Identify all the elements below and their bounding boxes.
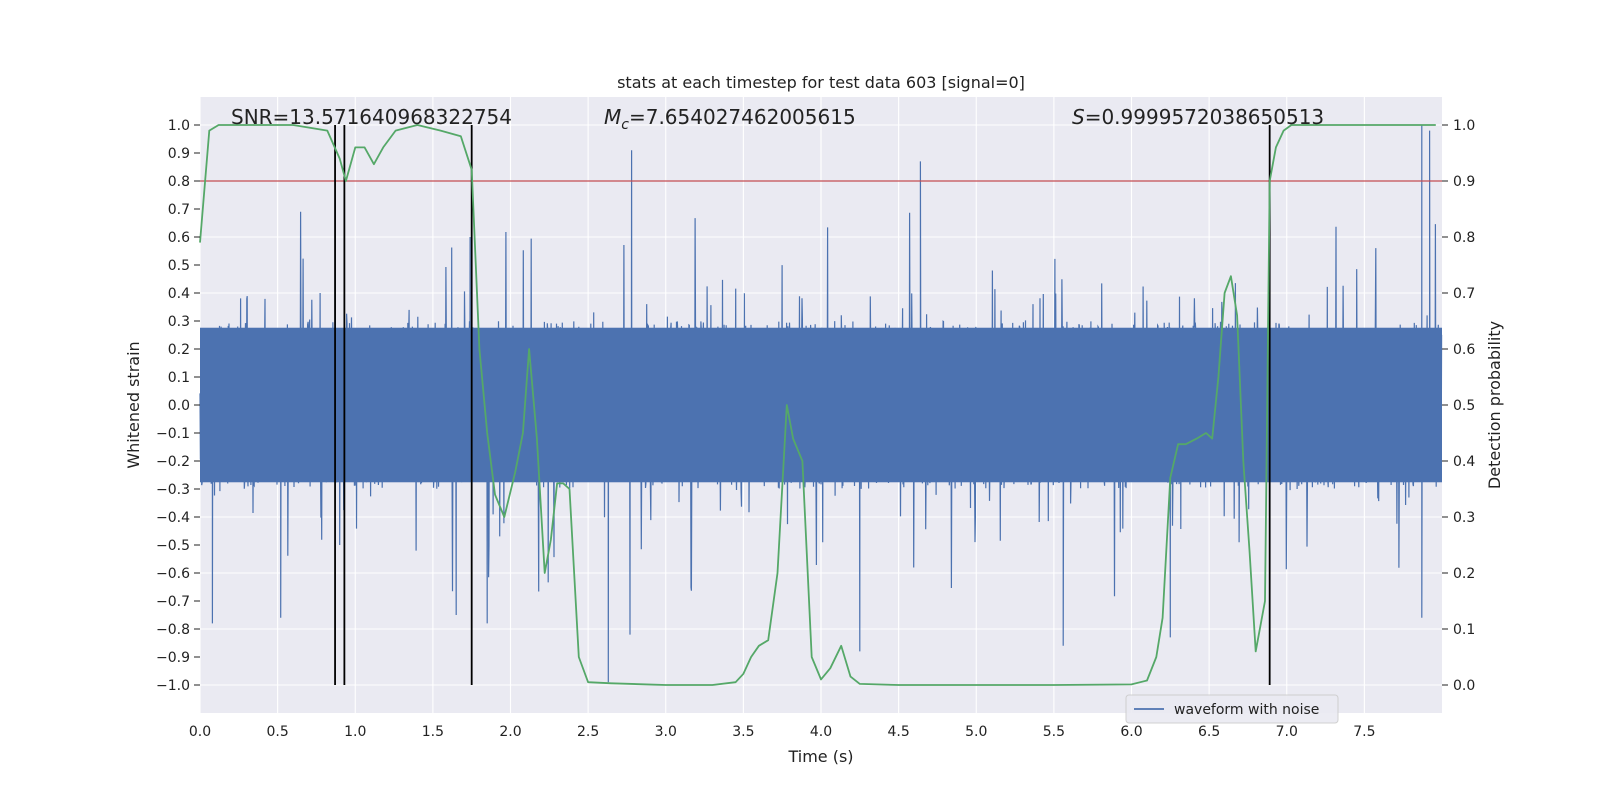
y-tick-label: 1.0 xyxy=(168,118,190,134)
y-tick-label: −1.0 xyxy=(156,678,190,694)
y-tick-label: 0.5 xyxy=(168,258,190,274)
x-tick-label: 3.0 xyxy=(655,724,677,740)
y-tick-label: 0.8 xyxy=(168,174,190,190)
y-tick-label: 0.7 xyxy=(168,202,190,218)
x-tick-label: 6.0 xyxy=(1120,724,1142,740)
waveform-series xyxy=(199,124,1443,683)
x-tick-label: 5.5 xyxy=(1043,724,1065,740)
y-tick-label: 0.0 xyxy=(168,398,190,414)
y2-tick-label: 0.4 xyxy=(1453,454,1475,470)
y-tick-label: 0.4 xyxy=(168,286,190,302)
y-tick-label: −0.8 xyxy=(156,622,190,638)
probability-series xyxy=(199,124,1436,686)
y2-tick-label: 0.0 xyxy=(1453,678,1475,694)
x-tick-label: 5.0 xyxy=(965,724,987,740)
snr-annotation: SNR=13.571640968322754 xyxy=(231,105,512,129)
x-tick-label: 0.5 xyxy=(266,724,288,740)
legend-label-waveform: waveform with noise xyxy=(1174,702,1319,718)
probability-line xyxy=(199,124,1436,686)
chart-title: stats at each timestep for test data 603… xyxy=(617,73,1025,92)
y2-tick-label: 0.2 xyxy=(1453,566,1475,582)
x-tick-label: 4.5 xyxy=(887,724,909,740)
x-tick-label: 1.5 xyxy=(422,724,444,740)
x-tick-label: 4.0 xyxy=(810,724,832,740)
legend-box xyxy=(1125,694,1339,724)
y-tick-label: 0.6 xyxy=(168,230,190,246)
chirp-mass-subscript: c xyxy=(621,117,629,133)
y-tick-label: 0.9 xyxy=(168,146,190,162)
x-tick-label: 1.0 xyxy=(344,724,366,740)
y-tick-label: −0.7 xyxy=(156,594,190,610)
y-tick-label: −0.5 xyxy=(156,538,190,554)
y-tick-label: −0.1 xyxy=(156,426,190,442)
y2-axis-label: Detection probability xyxy=(1485,321,1504,489)
y2-tick-label: 0.7 xyxy=(1453,286,1475,302)
score-annotation: S=0.9999572038650513 xyxy=(1072,105,1324,129)
y2-tick-label: 1.0 xyxy=(1453,118,1475,134)
x-tick-label: 7.5 xyxy=(1353,724,1375,740)
waveform-core-band xyxy=(200,327,1442,483)
legend: waveform with noise xyxy=(1125,694,1339,724)
x-tick-label: 0.0 xyxy=(189,724,211,740)
y-tick-label: 0.3 xyxy=(168,314,190,330)
y-tick-label: −0.6 xyxy=(156,566,190,582)
y2-tick-label: 0.6 xyxy=(1453,342,1475,358)
x-axis-label: Time (s) xyxy=(787,747,853,766)
y2-tick-label: 0.8 xyxy=(1453,230,1475,246)
y-tick-label: −0.2 xyxy=(156,454,190,470)
y2-tick-label: 0.1 xyxy=(1453,622,1475,638)
x-tick-label: 3.5 xyxy=(732,724,754,740)
y-tick-label: 0.2 xyxy=(168,342,190,358)
y2-tick-label: 0.5 xyxy=(1453,398,1475,414)
chirp-mass-value: =7.654027462005615 xyxy=(629,105,856,129)
y-tick-label: 0.1 xyxy=(168,370,190,386)
y-tick-label: −0.9 xyxy=(156,650,190,666)
x-tick-label: 2.0 xyxy=(499,724,521,740)
x-tick-label: 6.5 xyxy=(1198,724,1220,740)
y2-tick-label: 0.3 xyxy=(1453,510,1475,526)
axes: 0.0 0.5 1.0 1.5 2.0 2.5 3.0 3.5 4.0 4.5 5.0 5.5 6.0 6… xyxy=(156,118,1475,740)
score-symbol: S xyxy=(1072,105,1085,129)
x-tick-label: 7.0 xyxy=(1276,724,1298,740)
chirp-mass-annotation: Mc=7.654027462005615 xyxy=(604,105,856,133)
x-tick-label: 2.5 xyxy=(577,724,599,740)
y-axis-label: Whitened strain xyxy=(124,341,143,468)
chirp-mass-symbol: M xyxy=(604,105,621,129)
y2-tick-label: 0.9 xyxy=(1453,174,1475,190)
y-tick-label: −0.4 xyxy=(156,510,190,526)
score-value: =0.9999572038650513 xyxy=(1085,105,1324,129)
y-tick-label: −0.3 xyxy=(156,482,190,498)
